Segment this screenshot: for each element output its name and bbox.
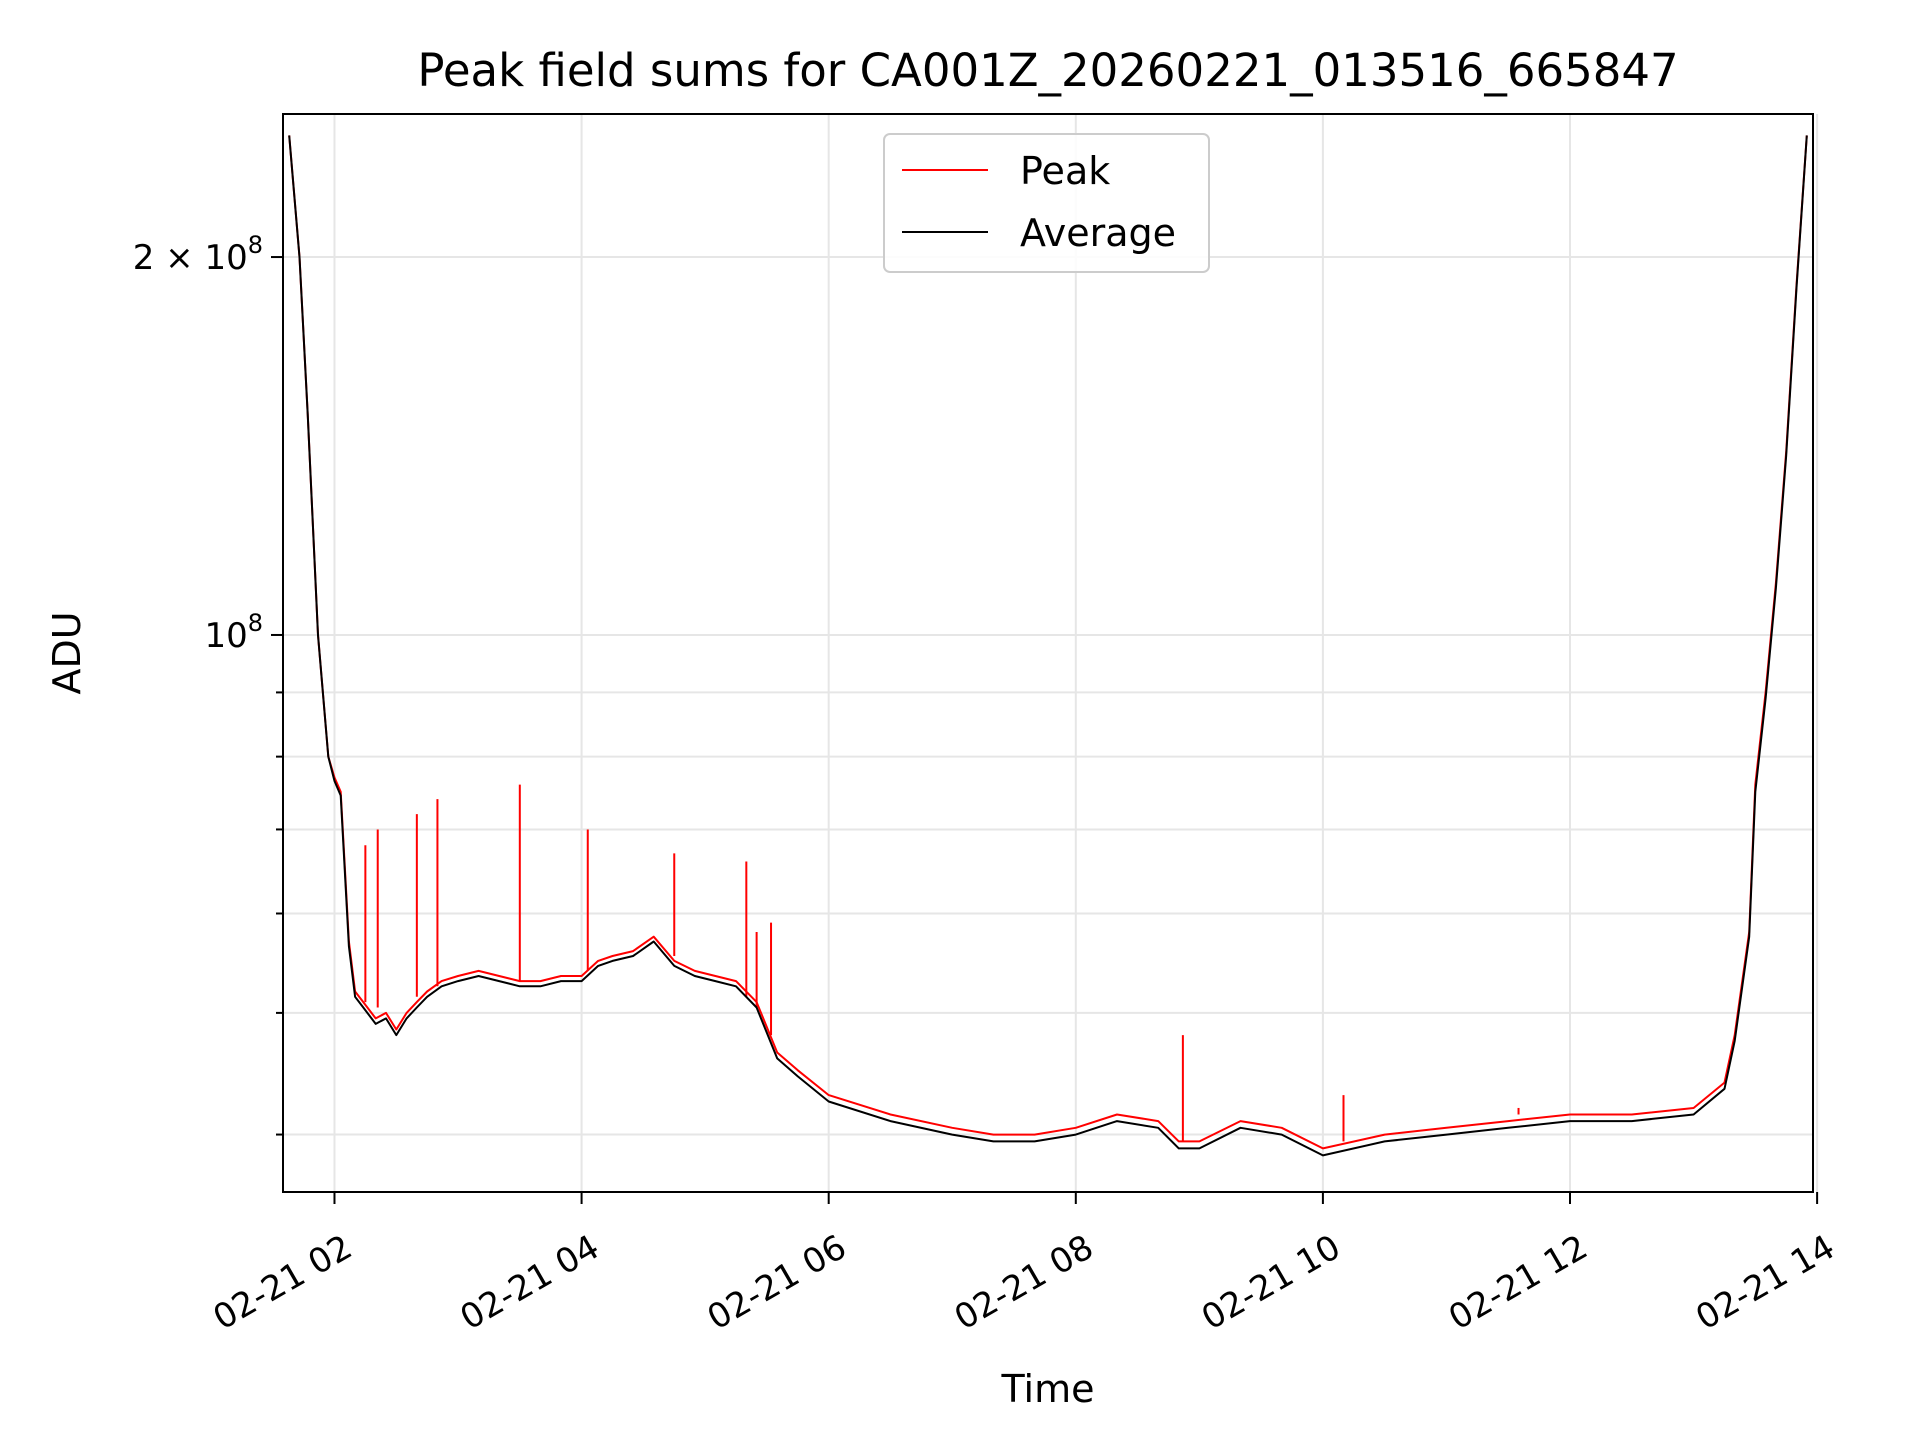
y-tick-exponent: 8: [248, 609, 263, 637]
y-tick-base: 10: [204, 238, 247, 278]
axes-frame: [282, 113, 1814, 1193]
x-axis-label: Time: [1001, 1367, 1095, 1411]
legend-label-average: Average: [1020, 211, 1176, 255]
y-tick-label: 2 × 108: [133, 231, 263, 278]
y-tick-exponent: 8: [248, 231, 263, 259]
y-axis-label: ADU: [45, 611, 89, 694]
y-tick-base: 10: [204, 616, 247, 656]
chart-title: Peak field sums for CA001Z_20260221_0135…: [417, 44, 1678, 97]
series-line-peak: [288, 135, 1808, 1150]
legend-label-peak: Peak: [1020, 149, 1110, 193]
y-tick-mantissa: 2 ×: [133, 238, 205, 278]
legend-box: [883, 133, 1210, 273]
legend: Peak Average: [883, 133, 1210, 273]
y-tick-label: 108: [204, 609, 263, 656]
plot-area: [288, 135, 1808, 1157]
series-line-average: [288, 135, 1808, 1157]
